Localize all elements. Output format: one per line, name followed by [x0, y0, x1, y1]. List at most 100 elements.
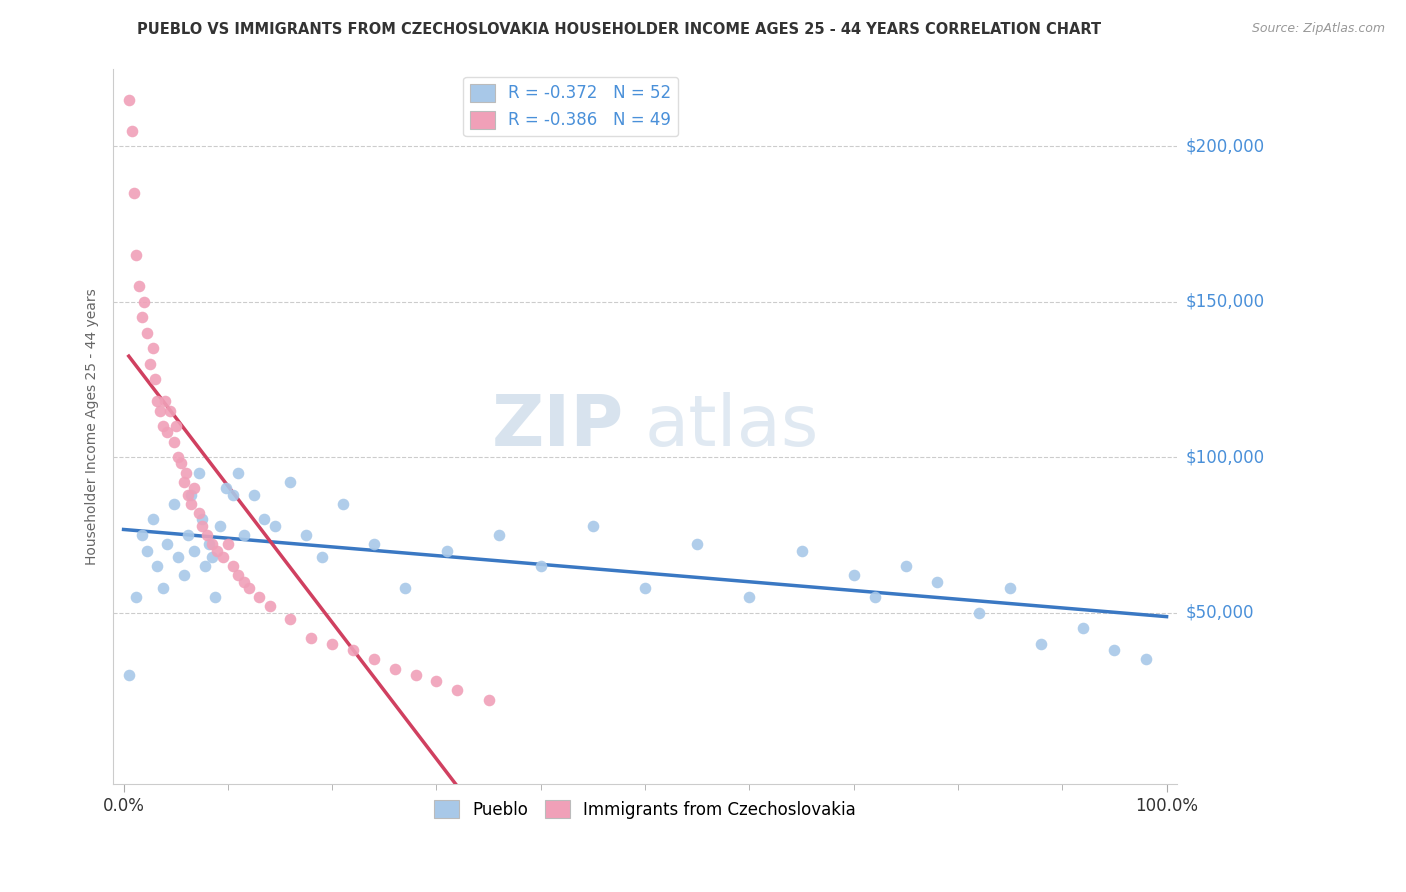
Point	[405, 668, 427, 682]
Point	[170, 457, 193, 471]
Point	[686, 537, 709, 551]
Point	[478, 693, 501, 707]
Point	[177, 528, 200, 542]
Point	[299, 631, 322, 645]
Point	[342, 643, 364, 657]
Point	[1104, 643, 1126, 657]
Point	[927, 574, 949, 589]
Point	[1031, 637, 1053, 651]
Point	[738, 590, 761, 604]
Text: atlas: atlas	[645, 392, 820, 460]
Point	[180, 487, 202, 501]
Point	[159, 403, 181, 417]
Y-axis label: Householder Income Ages 25 - 44 years: Householder Income Ages 25 - 44 years	[86, 288, 100, 565]
Point	[263, 518, 285, 533]
Point	[280, 475, 302, 489]
Point	[211, 549, 233, 564]
Text: Source: ZipAtlas.com: Source: ZipAtlas.com	[1251, 22, 1385, 36]
Point	[152, 419, 174, 434]
Point	[363, 537, 385, 551]
Point	[183, 543, 205, 558]
Point	[134, 294, 156, 309]
Point	[165, 419, 187, 434]
Point	[187, 506, 209, 520]
Point	[363, 652, 385, 666]
Point	[149, 403, 172, 417]
Point	[215, 481, 238, 495]
Point	[162, 434, 184, 449]
Text: PUEBLO VS IMMIGRANTS FROM CZECHOSLOVAKIA HOUSEHOLDER INCOME AGES 25 - 44 YEARS C: PUEBLO VS IMMIGRANTS FROM CZECHOSLOVAKIA…	[136, 22, 1101, 37]
Point	[174, 466, 197, 480]
Point	[198, 537, 221, 551]
Point	[232, 528, 254, 542]
Point	[863, 590, 886, 604]
Point	[894, 559, 917, 574]
Point	[146, 394, 169, 409]
Point	[295, 528, 318, 542]
Point	[998, 581, 1021, 595]
Point	[131, 310, 153, 325]
Point	[135, 543, 157, 558]
Point	[280, 612, 302, 626]
Text: ZIP: ZIP	[492, 392, 624, 460]
Point	[156, 537, 179, 551]
Point	[321, 637, 343, 651]
Point	[152, 581, 174, 595]
Point	[122, 186, 145, 200]
Point	[1071, 621, 1094, 635]
Legend: Pueblo, Immigrants from Czechoslovakia: Pueblo, Immigrants from Czechoslovakia	[427, 794, 863, 825]
Point	[238, 581, 260, 595]
Point	[842, 568, 865, 582]
Point	[222, 559, 245, 574]
Point	[217, 537, 239, 551]
Point	[142, 512, 165, 526]
Point	[162, 497, 184, 511]
Point	[183, 481, 205, 495]
Point	[131, 528, 153, 542]
Point	[222, 487, 245, 501]
Point	[118, 93, 141, 107]
Point	[156, 425, 179, 440]
Point	[191, 512, 214, 526]
Point	[187, 466, 209, 480]
Point	[634, 581, 657, 595]
Point	[208, 518, 231, 533]
Point	[118, 668, 141, 682]
Point	[166, 549, 188, 564]
Point	[177, 487, 200, 501]
Point	[121, 124, 143, 138]
Point	[232, 574, 254, 589]
Point	[142, 342, 165, 356]
Point	[125, 590, 148, 604]
Point	[425, 674, 447, 689]
Point	[146, 559, 169, 574]
Point	[530, 559, 553, 574]
Point	[191, 518, 214, 533]
Point	[790, 543, 813, 558]
Point	[201, 549, 224, 564]
Point	[143, 372, 166, 386]
Point	[259, 599, 281, 614]
Point	[332, 497, 354, 511]
Point	[226, 568, 249, 582]
Point	[446, 683, 468, 698]
Point	[207, 543, 229, 558]
Point	[311, 549, 333, 564]
Point	[128, 279, 150, 293]
Point	[384, 662, 406, 676]
Point	[226, 466, 249, 480]
Point	[180, 497, 202, 511]
Point	[201, 537, 224, 551]
Point	[135, 326, 157, 340]
Point	[204, 590, 226, 604]
Point	[247, 590, 270, 604]
Point	[138, 357, 160, 371]
Point	[166, 450, 188, 465]
Point	[394, 581, 416, 595]
Point	[194, 559, 217, 574]
Text: $200,000: $200,000	[1185, 137, 1264, 155]
Point	[967, 606, 990, 620]
Point	[436, 543, 458, 558]
Point	[173, 475, 195, 489]
Point	[173, 568, 195, 582]
